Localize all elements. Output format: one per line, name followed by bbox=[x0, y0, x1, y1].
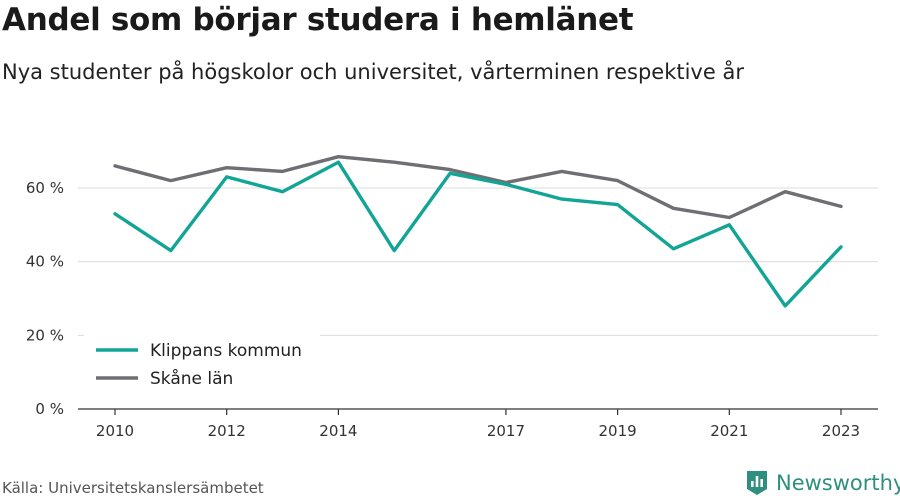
x-tick-label: 2023 bbox=[822, 422, 860, 440]
brand-logo: Newsworthy bbox=[745, 468, 900, 498]
x-tick-label: 2010 bbox=[96, 422, 134, 440]
legend: Klippans kommun Skåne län bbox=[84, 334, 320, 396]
y-tick-label: 60 % bbox=[26, 179, 64, 197]
series-lines bbox=[113, 154, 843, 308]
x-tick-label: 2012 bbox=[208, 422, 246, 440]
series-line-skane-lan bbox=[113, 154, 843, 220]
brand-name: Newsworthy bbox=[776, 471, 900, 495]
x-tick-label: 2019 bbox=[599, 422, 637, 440]
gridlines bbox=[78, 187, 878, 336]
legend-background bbox=[84, 334, 320, 396]
series-line-klippans-kommun bbox=[113, 160, 843, 308]
y-tick-label: 0 % bbox=[35, 400, 64, 418]
legend-label: Klippans kommun bbox=[150, 341, 302, 361]
x-tick-label: 2021 bbox=[710, 422, 748, 440]
chart-subtitle: Nya studenter på högskolor och universit… bbox=[2, 60, 744, 84]
x-tick-label: 2017 bbox=[487, 422, 525, 440]
y-tick-label: 40 % bbox=[26, 253, 64, 271]
y-tick-label: 20 % bbox=[26, 326, 64, 344]
bar-chart-logo-icon bbox=[747, 471, 767, 495]
legend-label: Skåne län bbox=[150, 368, 233, 389]
x-axis-ticks: 2010 2012 2014 2017 2019 2021 2023 bbox=[96, 409, 860, 440]
chart-title: Andel som börjar studera i hemlänet bbox=[2, 2, 634, 38]
x-tick-label: 2014 bbox=[319, 422, 357, 440]
y-axis-ticks: 0 % 20 % 40 % 60 % bbox=[26, 179, 64, 418]
source-note: Källa: Universitetskanslersämbetet bbox=[2, 479, 264, 497]
